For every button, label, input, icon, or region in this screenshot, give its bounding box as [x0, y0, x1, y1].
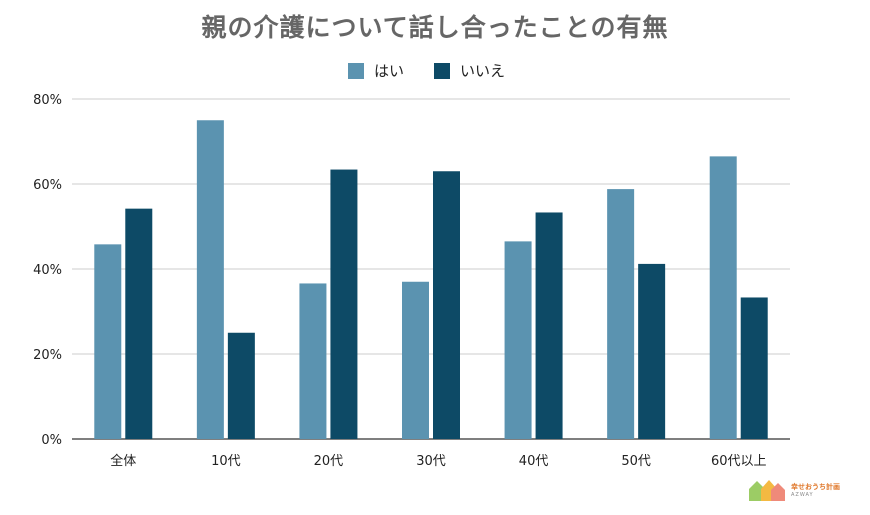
bar-no [433, 171, 460, 439]
y-tick-label: 0% [41, 433, 62, 448]
chart-legend: はい いいえ [348, 60, 505, 81]
y-tick-label: 20% [33, 348, 62, 363]
legend-label-no: いいえ [460, 62, 506, 80]
legend-swatch-yes [348, 62, 364, 79]
house-logo-icon [749, 480, 785, 501]
y-tick-label: 60% [33, 178, 62, 193]
chart-title: 親の介護について話し合ったことの有無 [201, 13, 669, 42]
brand-logo: 幸せおうち計画 AZWAY [747, 477, 840, 503]
x-tick-label: 20代 [314, 454, 344, 469]
x-tick-label: 40代 [519, 454, 549, 469]
y-tick-label: 40% [33, 263, 62, 278]
bar-yes [402, 281, 429, 439]
bar-no [227, 332, 255, 439]
bar-no [330, 169, 358, 440]
bar-no [535, 212, 563, 439]
bar-yes [196, 120, 224, 439]
x-tick-label: 60代以上 [711, 454, 767, 469]
legend-swatch-no [434, 62, 451, 79]
legend-label-yes: はい [374, 62, 405, 80]
logo-line-2: AZWAY [791, 492, 814, 498]
bar-yes [504, 241, 532, 439]
y-tick-label: 80% [33, 93, 62, 108]
bar-yes [94, 244, 122, 439]
logo-line-1: 幸せおうち計画 [791, 483, 840, 491]
x-tick-label: 10代 [211, 454, 241, 469]
x-tick-label: 30代 [416, 454, 446, 469]
bar-yes [299, 283, 327, 439]
bar-no [638, 263, 666, 439]
bar-yes [607, 189, 635, 439]
legend-item-no: いいえ [434, 60, 505, 81]
logo-text-group: 幸せおうち計画 AZWAY [791, 482, 840, 498]
bar-no [125, 208, 153, 439]
bar-no [740, 297, 768, 439]
x-tick-label: 50代 [621, 454, 651, 469]
legend-item-yes: はい [348, 60, 404, 81]
x-tick-label: 全体 [110, 453, 136, 469]
bar-yes [709, 156, 737, 439]
